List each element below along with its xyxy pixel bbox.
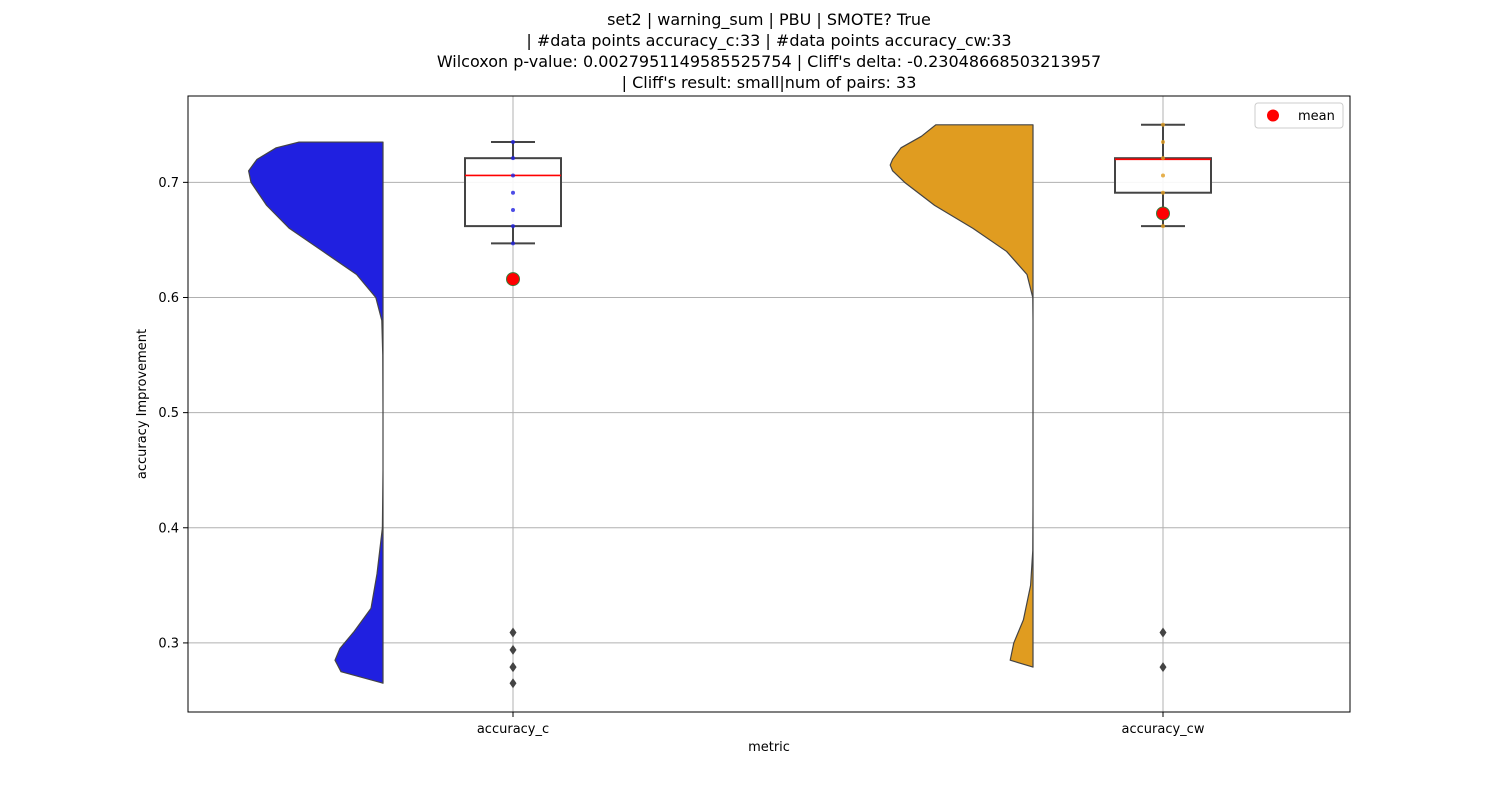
mean-marker-accuracy-cw xyxy=(1156,206,1170,221)
y-tick-label-0: 0.3 xyxy=(158,636,179,651)
point-accuracy-cw-4 xyxy=(1161,190,1165,195)
point-accuracy-cw-6 xyxy=(1161,224,1165,229)
outlier-accuracy-c-1 xyxy=(509,644,517,655)
boxplots xyxy=(464,123,1212,245)
x-axis-label: metric xyxy=(748,740,790,755)
data-points xyxy=(511,122,1165,246)
outlier-accuracy-cw-1 xyxy=(1159,662,1167,673)
point-accuracy-cw-3 xyxy=(1161,173,1165,178)
y-tick-label-1: 0.4 xyxy=(158,521,179,536)
y-tick-label-3: 0.6 xyxy=(158,291,179,306)
violins xyxy=(248,124,1034,684)
legend-mean-label: mean xyxy=(1298,109,1335,124)
point-accuracy-c-6 xyxy=(511,241,515,246)
x-tick-label-1: accuracy_cw xyxy=(1122,722,1205,737)
outliers xyxy=(509,627,1167,689)
point-accuracy-c-5 xyxy=(511,224,515,229)
point-accuracy-c-1 xyxy=(511,156,515,161)
x-tick-label-0: accuracy_c xyxy=(477,722,549,737)
outlier-accuracy-c-3 xyxy=(509,662,517,673)
y-axis: 0.3 0.4 0.5 0.6 0.7 xyxy=(158,176,188,651)
point-accuracy-cw-2 xyxy=(1161,156,1165,161)
outlier-accuracy-cw-0 xyxy=(1159,627,1167,638)
y-tick-label-2: 0.5 xyxy=(158,406,179,421)
title-line-4: | Cliff's result: small|num of pairs: 33 xyxy=(622,73,917,92)
y-axis-label: accuracy Improvement xyxy=(135,329,150,479)
point-accuracy-cw-1 xyxy=(1161,140,1165,145)
y-tick-label-4: 0.7 xyxy=(158,176,179,191)
mean-marker-accuracy-c xyxy=(506,272,520,287)
point-accuracy-c-2 xyxy=(511,173,515,178)
legend: mean xyxy=(1254,102,1344,129)
title-line-1: set2 | warning_sum | PBU | SMOTE? True xyxy=(607,10,931,30)
outlier-accuracy-c-4 xyxy=(509,678,517,689)
legend-mean-marker xyxy=(1267,109,1279,122)
outlier-accuracy-c-0 xyxy=(509,627,517,638)
violin-accuracy-c xyxy=(248,141,384,684)
x-axis: accuracy_c accuracy_cw xyxy=(477,712,1205,737)
title-line-2: | #data points accuracy_c:33 | #data poi… xyxy=(526,31,1011,51)
plot-frame xyxy=(187,95,1351,713)
point-accuracy-cw-0 xyxy=(1161,122,1165,127)
violin-accuracy-cw xyxy=(889,124,1034,668)
legend-frame xyxy=(1254,102,1344,129)
mean-markers xyxy=(506,206,1170,287)
point-accuracy-c-3 xyxy=(511,190,515,195)
point-accuracy-c-4 xyxy=(511,207,515,212)
title-line-3: Wilcoxon p-value: 0.0027951149585525754 … xyxy=(437,52,1101,71)
chart-title: set2 | warning_sum | PBU | SMOTE? True |… xyxy=(437,10,1101,92)
point-accuracy-c-0 xyxy=(511,140,515,145)
